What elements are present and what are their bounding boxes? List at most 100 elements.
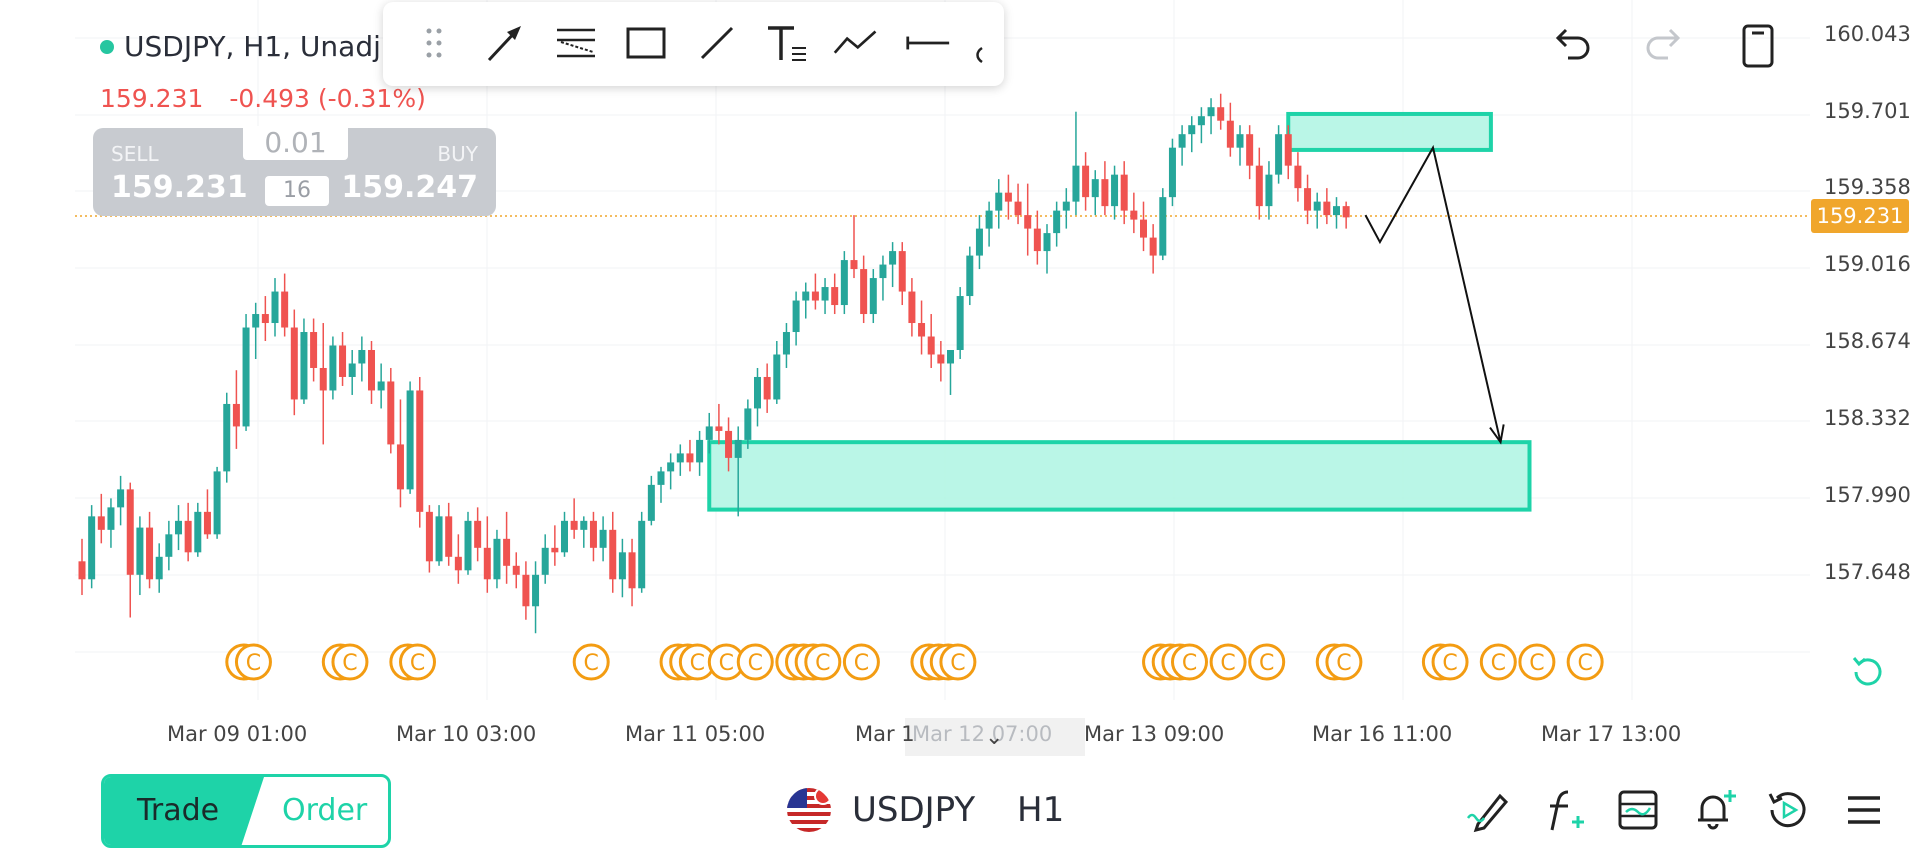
event-marker-glyph: C	[815, 651, 830, 676]
event-marker-circle	[1209, 643, 1247, 681]
candle-body	[1178, 134, 1186, 148]
candle-body	[1333, 206, 1340, 216]
arrow-tool-icon[interactable]	[481, 20, 527, 66]
buy-label[interactable]: BUY	[437, 142, 478, 166]
sell-price[interactable]: 159.231	[111, 170, 248, 205]
candle	[532, 561, 540, 634]
candle-body	[1072, 165, 1080, 202]
candle-body	[416, 390, 424, 512]
candle	[879, 255, 887, 301]
candle-body	[647, 484, 655, 521]
candle	[638, 511, 646, 593]
candle	[628, 538, 636, 607]
redo-icon[interactable]	[1638, 20, 1690, 72]
order-tab[interactable]: Order	[282, 793, 368, 828]
lot-size-input[interactable]: 0.01	[243, 126, 348, 160]
candle	[126, 482, 134, 618]
bottom-timeframe[interactable]: H1	[1017, 790, 1065, 830]
replay-icon[interactable]	[1762, 784, 1814, 836]
text-tool-icon[interactable]	[764, 20, 810, 66]
event-marker-glyph: C	[854, 651, 869, 676]
price-axis-label: 157.990	[1824, 483, 1911, 507]
candle-body	[454, 556, 462, 571]
candle-body	[474, 520, 482, 548]
chevron-down-icon[interactable]: ⌄	[985, 724, 1004, 749]
candle	[368, 341, 375, 404]
candle-body	[203, 511, 211, 535]
candle-body	[329, 345, 337, 391]
candle-body	[1062, 201, 1070, 211]
price-chart[interactable]: CCCCCCCCCCCCCCCCCCCCCCCCCCCCCCCCCC	[0, 0, 1920, 760]
candle	[898, 242, 906, 306]
event-marker-glyph: C	[1259, 651, 1274, 676]
event-marker: C	[234, 643, 272, 681]
candle	[445, 502, 453, 566]
event-marker-circle	[1248, 643, 1286, 681]
candle	[348, 349, 356, 395]
candle	[1111, 165, 1119, 220]
trade-tab[interactable]: Trade	[104, 777, 264, 845]
drag-handle-icon[interactable]	[411, 20, 457, 66]
add-alert-icon[interactable]	[1688, 784, 1740, 836]
candle	[97, 493, 105, 544]
trend-line-icon[interactable]	[694, 20, 740, 66]
candle	[261, 296, 269, 342]
buy-price[interactable]: 159.247	[341, 170, 478, 205]
candle-body	[290, 327, 298, 400]
price-axis-label: 158.332	[1824, 406, 1911, 430]
fib-retracement-icon[interactable]	[553, 20, 599, 66]
sell-label[interactable]: SELL	[111, 142, 159, 166]
price-axis-label: 160.043	[1824, 22, 1911, 46]
event-marker: C	[399, 643, 436, 681]
candle	[435, 505, 443, 566]
more-tools-icon[interactable]	[968, 20, 998, 66]
rectangle-tool-icon[interactable]	[623, 20, 669, 66]
chart-settings-icon[interactable]	[1612, 784, 1664, 836]
candle-body	[792, 300, 800, 333]
candle-body	[696, 439, 704, 463]
event-marker-glyph: C	[584, 651, 599, 676]
symbol-header[interactable]: USDJPY, H1, Unadj	[100, 30, 381, 63]
time-axis-label: Mar 16 11:00	[1312, 722, 1453, 746]
candle-body	[1004, 192, 1012, 202]
candle	[406, 381, 414, 494]
candle-body	[184, 520, 192, 553]
candle-body	[1342, 206, 1350, 218]
event-marker: C	[1431, 643, 1469, 681]
layout-icon[interactable]	[1732, 20, 1784, 72]
trade-order-toggle[interactable]: Trade Order	[101, 774, 391, 848]
candle-body	[541, 547, 549, 575]
menu-icon[interactable]	[1838, 784, 1890, 836]
bottom-symbol[interactable]: USDJPY	[852, 790, 976, 830]
undo-icon[interactable]	[1546, 20, 1598, 72]
path-tool-icon[interactable]	[833, 20, 879, 66]
candle	[223, 392, 231, 483]
candle-body	[734, 439, 742, 458]
candle-body	[995, 192, 1003, 211]
candle	[551, 525, 559, 566]
candle	[155, 543, 163, 593]
candle-body	[956, 296, 964, 350]
time-cursor-box[interactable]	[905, 718, 1085, 756]
candle-body	[1217, 107, 1225, 121]
candle	[1217, 93, 1225, 130]
event-marker: C	[331, 643, 369, 681]
drawing-tools-icon[interactable]	[1462, 784, 1514, 836]
horizontal-line-icon[interactable]	[905, 20, 951, 66]
candle	[966, 246, 974, 306]
candle	[1014, 183, 1022, 225]
candle-body	[908, 291, 916, 324]
candle-body	[889, 251, 897, 265]
reset-chart-icon[interactable]	[1844, 648, 1892, 696]
candle-body	[1197, 116, 1205, 126]
candle-body	[879, 264, 887, 279]
indicators-icon[interactable]	[1538, 784, 1590, 836]
candle	[561, 511, 568, 557]
candle-body	[1313, 201, 1321, 211]
candle-body	[175, 520, 182, 535]
candle-body	[155, 556, 163, 580]
candle	[1188, 116, 1196, 153]
candle	[242, 314, 250, 431]
event-marker-circle	[572, 643, 610, 681]
candle-body	[1014, 201, 1022, 216]
